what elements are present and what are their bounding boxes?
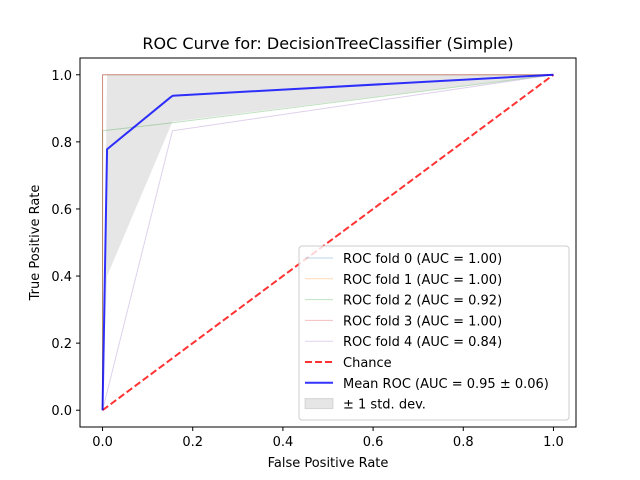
y-axis-title: True Positive Rate (28, 185, 43, 302)
y-tick-label: 0.8 (51, 136, 72, 151)
std-dev-band (102, 74, 554, 411)
legend-box (298, 245, 570, 421)
series-line-3 (102, 74, 554, 411)
series-line-6 (101, 73, 554, 411)
legend-swatch-7 (304, 398, 334, 410)
x-tick-label: 0.2 (182, 435, 203, 450)
series-line-4 (102, 74, 554, 411)
x-tick-label: 0.6 (363, 435, 384, 450)
series-line-0 (102, 74, 554, 411)
legend-label-1: ROC fold 1 (AUC = 1.00) (343, 273, 502, 288)
y-tick-label: 0.4 (51, 270, 72, 285)
x-tick-label: 0.4 (273, 435, 294, 450)
plot-area (101, 73, 555, 412)
series-line-5 (101, 73, 555, 412)
series-line-2 (102, 74, 554, 411)
x-tick-label: 0.8 (453, 435, 474, 450)
y-tick-label: 0.0 (51, 404, 72, 419)
x-tick-label: 0.0 (92, 435, 113, 450)
y-tick-label: 0.2 (51, 337, 72, 352)
chart-title: ROC Curve for: DecisionTreeClassifier (S… (142, 34, 513, 53)
y-tick-label: 1.0 (51, 69, 72, 84)
axes-frame (79, 57, 577, 428)
legend-label-6: Mean ROC (AUC = 0.95 ± 0.06) (343, 377, 549, 392)
legend-label-0: ROC fold 0 (AUC = 1.00) (343, 252, 502, 267)
x-tick-label: 1.0 (543, 435, 564, 450)
legend-label-2: ROC fold 2 (AUC = 0.92) (343, 294, 502, 309)
axis-ticks: 0.0 0.2 0.4 0.6 0.8 1.0 0.0 0.2 0.4 0.6 0.8 1.0 (51, 69, 563, 450)
legend-label-4: ROC fold 4 (AUC = 0.84) (343, 335, 502, 350)
legend-label-7: ± 1 std. dev. (343, 398, 426, 413)
legend-label-5: Chance (343, 356, 392, 371)
legend-label-3: ROC fold 3 (AUC = 1.00) (343, 314, 502, 329)
y-tick-label: 0.6 (51, 203, 72, 218)
x-axis-title: False Positive Rate (268, 456, 389, 471)
legend: ROC fold 0 (AUC = 1.00) ROC fold 1 (AUC =… (298, 245, 570, 421)
series-line-1 (102, 74, 554, 411)
